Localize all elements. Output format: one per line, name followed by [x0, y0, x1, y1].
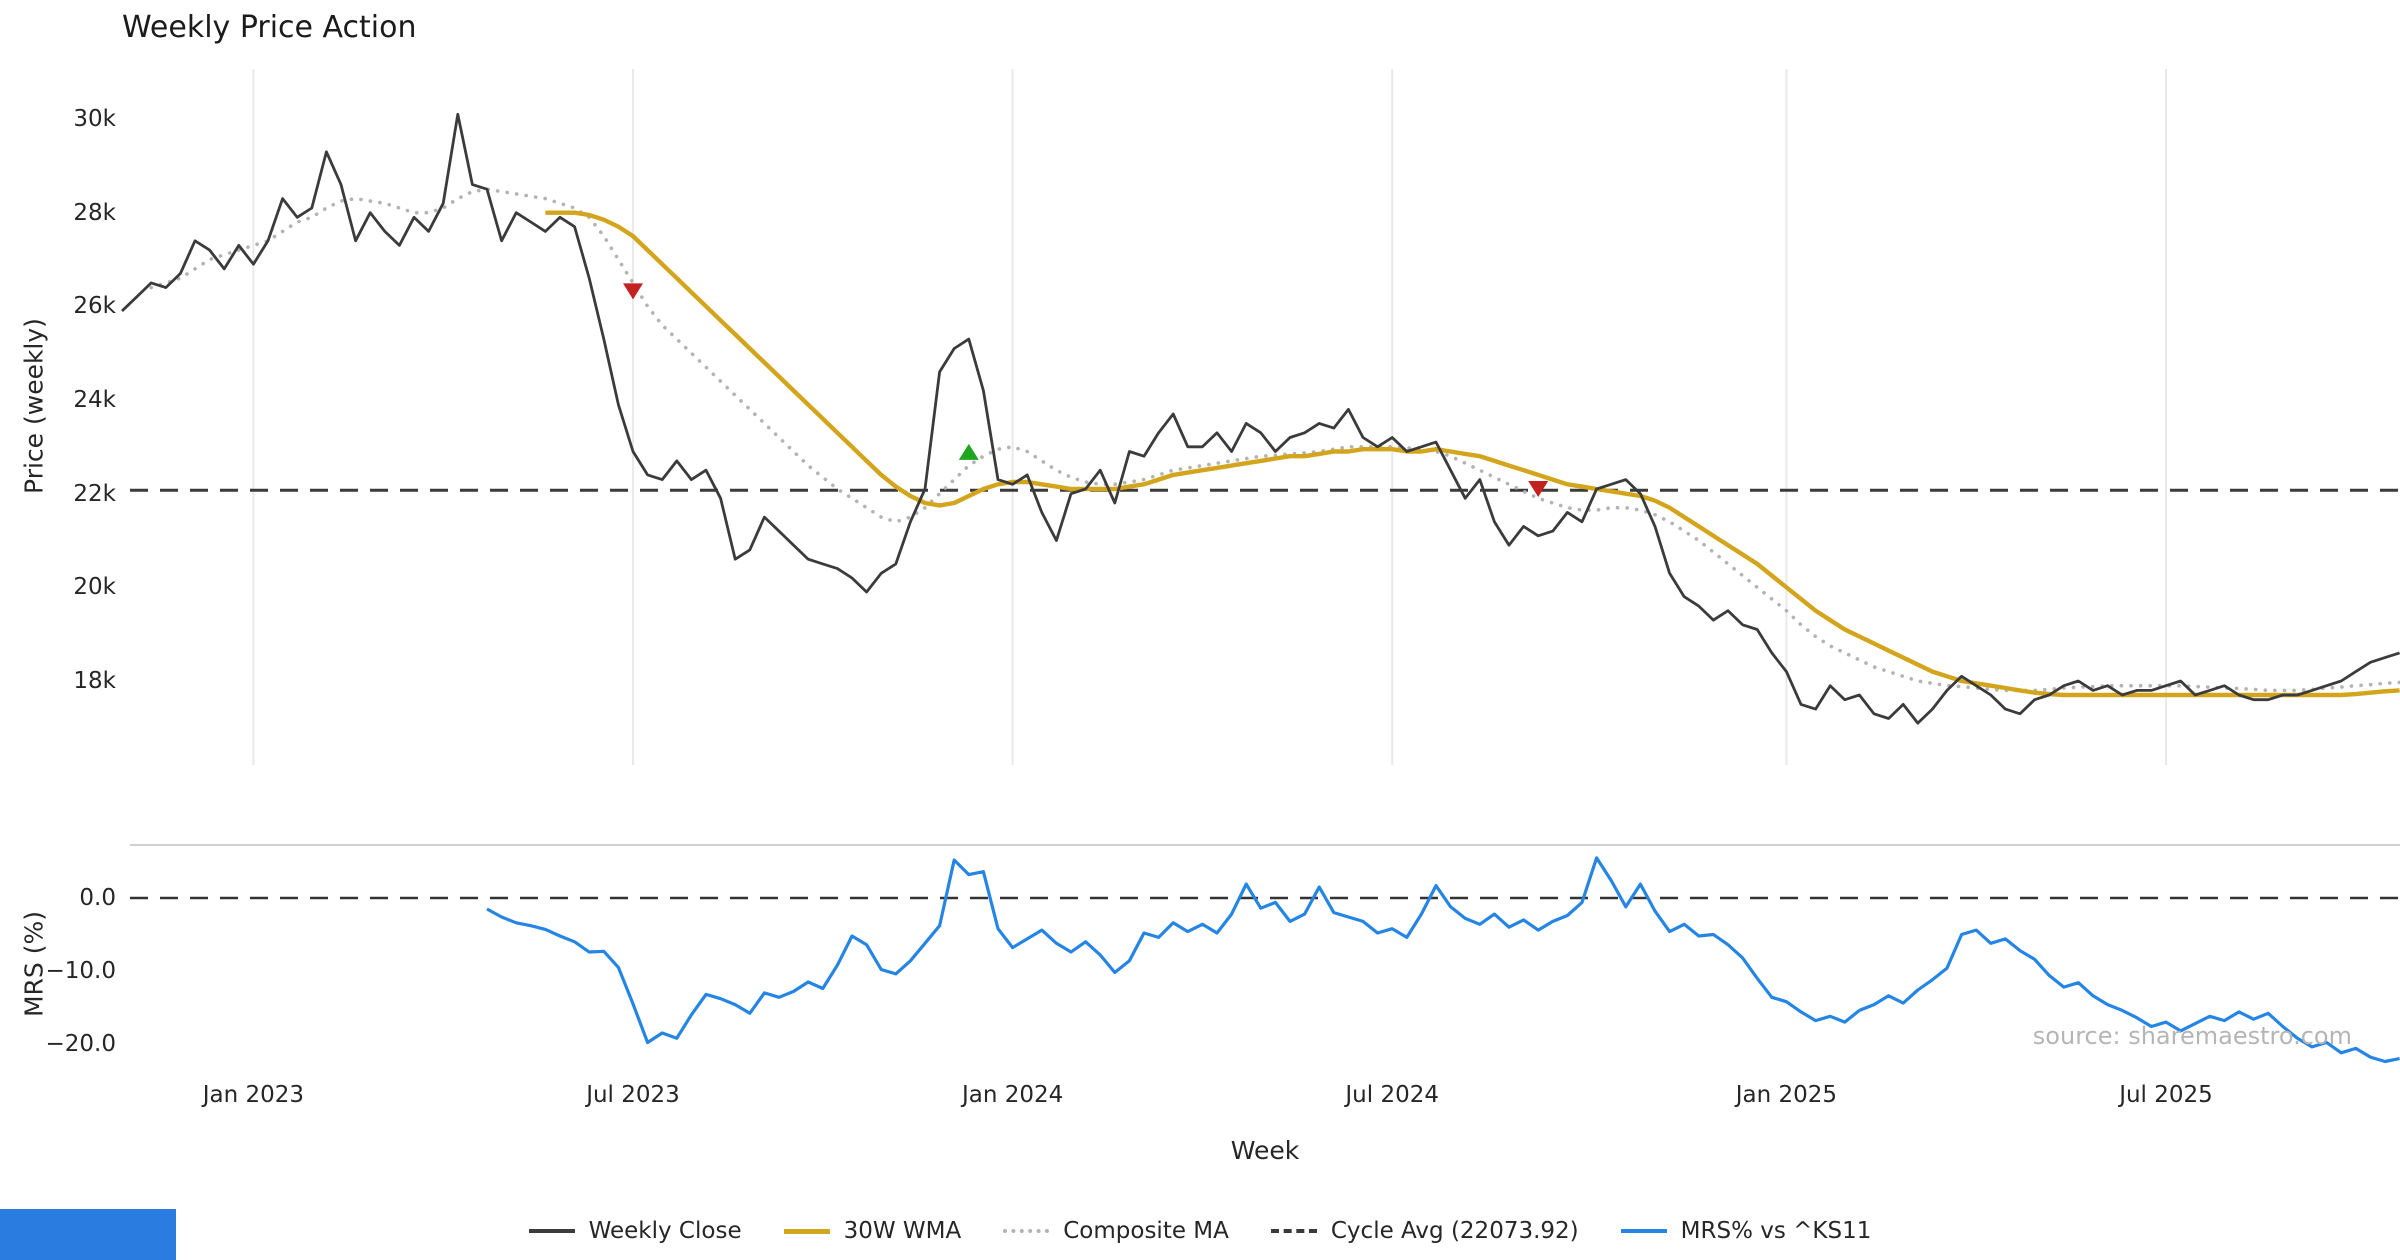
mrs-vs-ks11-line — [486, 856, 2400, 1064]
legend-label-wma: 30W WMA — [843, 1218, 962, 1244]
legend-item-cycle: Cycle Avg (22073.92) — [1270, 1218, 1579, 1244]
x-tick-jan-2025: Jan 2025 — [1735, 1082, 1838, 1108]
price-tick-26k: 26k — [73, 293, 116, 320]
x-tick-jan-2023: Jan 2023 — [202, 1082, 305, 1108]
price-tick-22k: 22k — [73, 480, 116, 507]
price-tick-30k: 30k — [73, 106, 116, 132]
mrs-tick--20: −20.0 — [45, 1031, 116, 1057]
legend-swatch-mrs — [1620, 1229, 1667, 1233]
chart-legend: Weekly Close 30W WMA Composite MA Cycle Avg… — [0, 1218, 2400, 1244]
price-tick-28k: 28k — [73, 199, 116, 226]
mrs-tick--10: −10.0 — [45, 958, 116, 984]
legend-label-mrs: MRS% vs ^KS11 — [1680, 1218, 1872, 1244]
sell-signal-marker — [1528, 481, 1549, 497]
legend-swatch-cycle — [1270, 1229, 1317, 1233]
x-axis-label: Week — [1230, 1136, 1300, 1165]
bottom-left-blue-bar — [0, 1209, 176, 1260]
legend-swatch-close — [528, 1229, 575, 1233]
price-tick-20k: 20k — [73, 574, 116, 601]
x-tick-jul-2024: Jul 2024 — [1345, 1082, 1439, 1108]
30w-wma-line — [545, 210, 2400, 698]
legend-item-mrs: MRS% vs ^KS11 — [1620, 1218, 1872, 1244]
price-tick-18k: 18k — [73, 667, 116, 694]
legend-swatch-composite — [1003, 1229, 1050, 1233]
legend-item-composite: Composite MA — [1003, 1218, 1229, 1244]
legend-label-composite: Composite MA — [1063, 1218, 1229, 1244]
composite-ma-line — [149, 187, 2400, 693]
mrs-tick-0: 0.0 — [79, 885, 116, 911]
buy-signal-marker — [958, 443, 979, 460]
legend-swatch-wma — [783, 1228, 830, 1234]
legend-item-close: Weekly Close — [528, 1218, 742, 1244]
sell-signal-marker — [623, 283, 643, 300]
x-tick-jul-2023: Jul 2023 — [586, 1082, 680, 1108]
legend-label-cycle: Cycle Avg (22073.92) — [1330, 1218, 1579, 1244]
legend-label-close: Weekly Close — [588, 1218, 742, 1244]
weekly-close-line — [121, 112, 2400, 725]
chart-title: Weekly Price Action — [122, 10, 417, 45]
x-tick-jan-2024: Jan 2024 — [961, 1082, 1064, 1108]
source-watermark: source: sharemaestro.com — [2032, 1022, 2352, 1050]
price-tick-24k: 24k — [73, 386, 116, 413]
legend-item-wma: 30W WMA — [783, 1218, 962, 1244]
x-tick-jul-2025: Jul 2025 — [2119, 1082, 2213, 1108]
